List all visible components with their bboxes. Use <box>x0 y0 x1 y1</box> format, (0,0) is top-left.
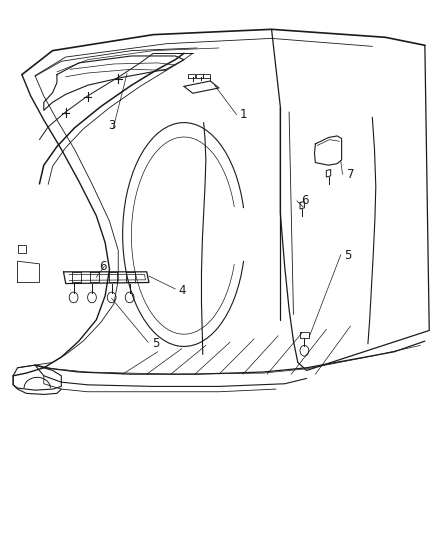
Text: 7: 7 <box>346 168 354 181</box>
Text: 5: 5 <box>345 249 352 262</box>
Text: 1: 1 <box>239 108 247 121</box>
Text: 4: 4 <box>178 284 186 297</box>
Text: 6: 6 <box>99 260 107 273</box>
Text: 5: 5 <box>152 337 159 350</box>
Text: 3: 3 <box>108 119 115 132</box>
Text: 6: 6 <box>300 195 308 207</box>
